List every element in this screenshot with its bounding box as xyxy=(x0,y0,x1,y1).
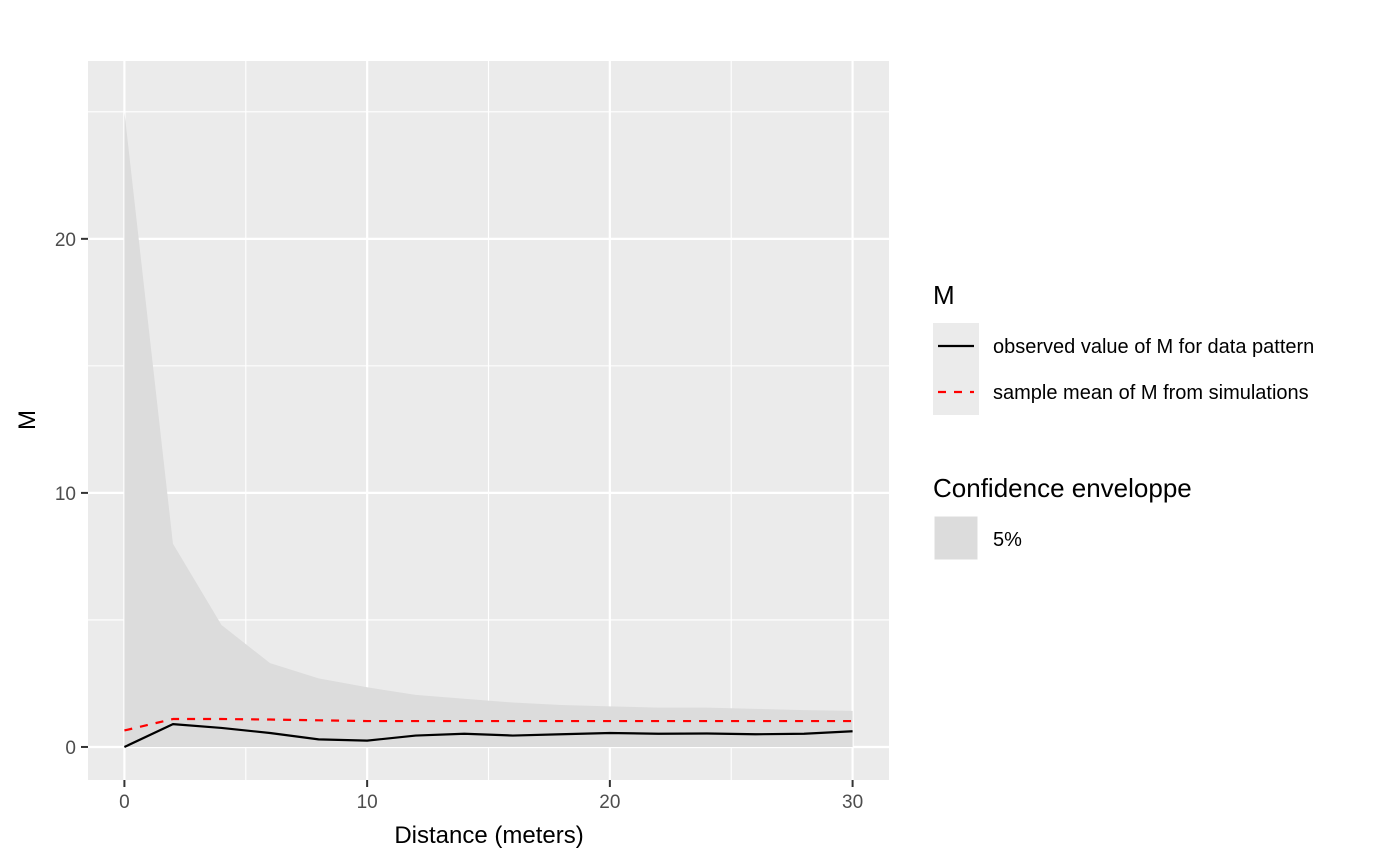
series-line-observed xyxy=(123,723,853,748)
x-tick-label: 0 xyxy=(119,792,130,813)
legend-label-mean: sample mean of M from simulations xyxy=(993,382,1309,404)
x-axis-title: Distance (meters) xyxy=(394,822,583,849)
legend-key-envelope xyxy=(933,515,979,561)
y-tick-label: 10 xyxy=(55,484,76,505)
x-tick-label: 10 xyxy=(357,792,378,813)
legend-label-envelope: 5% xyxy=(993,529,1022,551)
x-tick-label: 30 xyxy=(842,792,863,813)
y-axis-title: M xyxy=(14,410,41,430)
legend-label-observed: observed value of M for data pattern xyxy=(993,336,1314,358)
axes: 0 10 20 30 0 10 20 xyxy=(55,230,863,813)
envelope-area xyxy=(124,111,853,747)
series-line-mean xyxy=(124,717,853,732)
legend-envelope-title: Confidence enveloppe xyxy=(933,473,1192,503)
y-tick-label: 0 xyxy=(65,738,76,759)
series-lines xyxy=(123,717,853,748)
legend-envelope: Confidence enveloppe 5% xyxy=(933,473,1192,561)
confidence-envelope xyxy=(124,111,853,747)
legend-m-title: M xyxy=(933,280,955,310)
grid-minor xyxy=(88,61,889,780)
x-tick-label: 20 xyxy=(599,792,620,813)
y-tick-label: 20 xyxy=(55,230,76,251)
legend-m: M observed value of M for data pattern s… xyxy=(933,280,1314,415)
